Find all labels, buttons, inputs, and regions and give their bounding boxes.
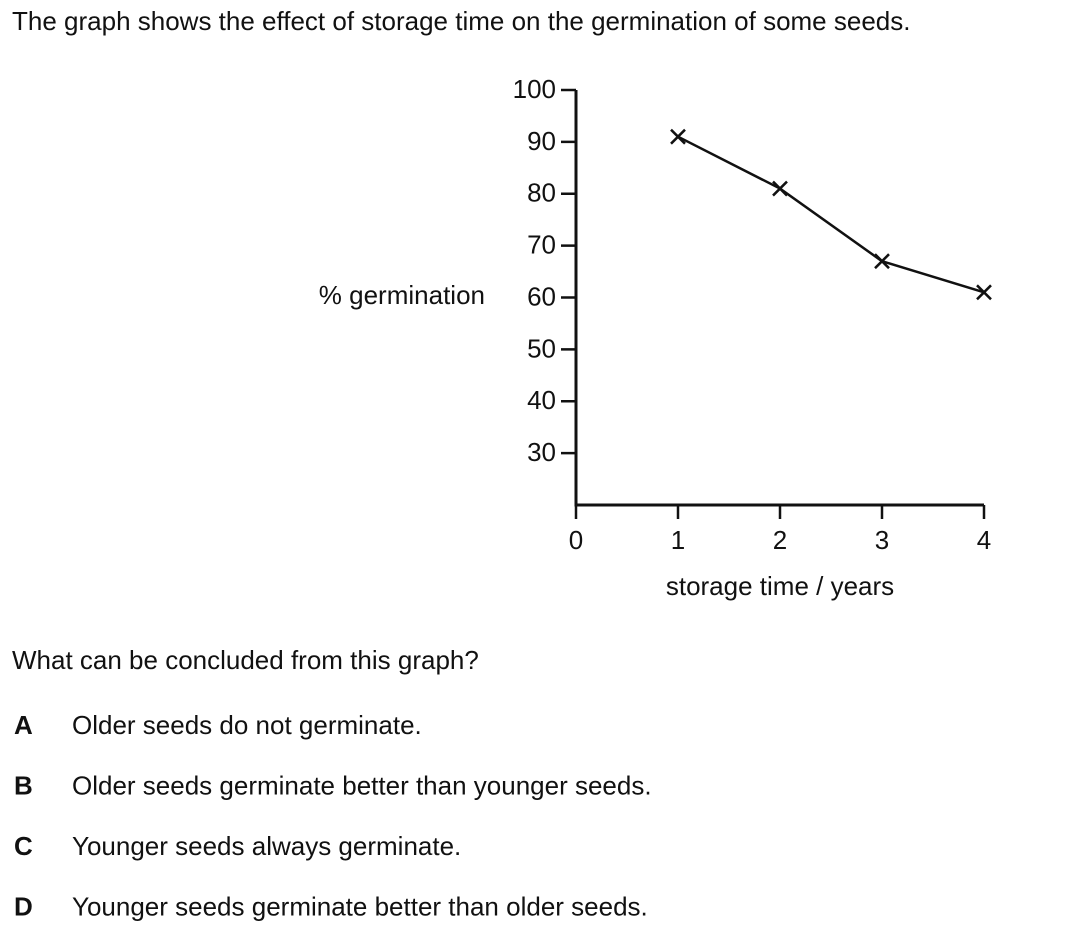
y-tick-label: 90 [527,126,556,156]
option-text: Younger seeds germinate better than olde… [72,891,648,921]
data-point [874,253,890,270]
y-tick-label: 50 [527,333,556,363]
y-axis-label: % germination [319,280,485,310]
option-letter: B [14,770,33,800]
data-point [772,180,788,197]
x-tick-label: 4 [977,525,991,555]
y-tick-label: 30 [527,437,556,467]
data-point [976,284,992,301]
y-tick-label: 60 [527,281,556,311]
x-tick-label: 1 [671,525,685,555]
y-tick-label: 100 [513,74,556,104]
y-tick-label: 80 [527,178,556,208]
x-tick-label: 3 [875,525,889,555]
question: What can be concluded from this graph? [12,645,479,675]
x-tick-label: 0 [569,525,583,555]
option-text: Older seeds germinate better than younge… [72,770,652,800]
option-text: Older seeds do not germinate. [72,710,422,740]
option-letter: D [14,891,33,921]
data-point [670,128,686,145]
option-letter: A [14,710,33,740]
axes [574,90,984,507]
x-tick-label: 2 [773,525,787,555]
y-tick-label: 70 [527,230,556,260]
y-tick-label: 40 [527,385,556,415]
option-letter: C [14,831,33,861]
stem: The graph shows the effect of storage ti… [12,6,910,36]
option-text: Younger seeds always germinate. [72,831,461,861]
data-line [677,135,985,294]
x-axis-label: storage time / years [666,571,894,601]
